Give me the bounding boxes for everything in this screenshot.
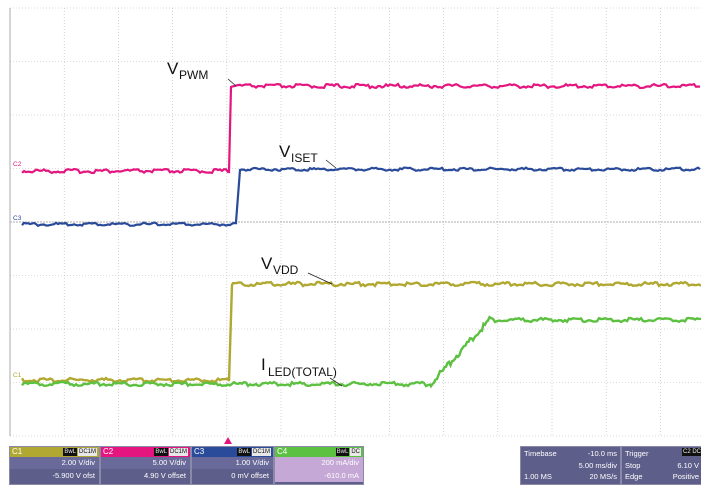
iled-leader [329, 377, 343, 387]
trigger-position-marker [224, 437, 232, 444]
channel-name: C2 [103, 447, 114, 456]
bandwidth-tag: BwL [63, 448, 77, 456]
svg-text:PWM: PWM [179, 68, 208, 82]
coupling-tag: DC1M [77, 448, 97, 456]
timebase-box[interactable]: Timebase -10.0 ms 5.00 ms/div 1.00 MS 20… [520, 446, 621, 485]
viset-trace [21, 166, 701, 228]
svg-text:I: I [261, 355, 266, 374]
channel-c2-box[interactable]: C2 BwL DC1M 5.00 V/div 4.90 V offset [100, 446, 191, 485]
vpwm-leader [227, 78, 237, 87]
channel-c1-box[interactable]: C1 BwL DC1M 2.00 V/div -5.900 V ofst [9, 446, 100, 485]
coupling-tag: DC1M [251, 448, 271, 456]
channel-offset: 4.90 V offset [101, 469, 190, 482]
trigger-label: Trigger [625, 449, 649, 458]
graticule-grid [9, 7, 701, 437]
c2-marker: C2 [13, 161, 22, 168]
vvdd-label: V VDD [261, 254, 299, 277]
svg-text:ISET: ISET [291, 151, 318, 165]
svg-text:V: V [279, 142, 291, 161]
channel-c3-box[interactable]: C3 BwL DC1M 1.00 V/div 0 mV offset [191, 446, 274, 485]
c1-marker: C1 [13, 372, 22, 379]
viset-label: V ISET [279, 142, 318, 165]
vvdd-leader [307, 272, 333, 285]
channel-c4-box[interactable]: C4 BwL DC 200 mA/div -610.0 mA [274, 446, 364, 485]
vpwm-trace [21, 82, 701, 175]
svg-text:V: V [261, 254, 273, 273]
channel-name: C4 [277, 447, 288, 456]
channel-name: C1 [12, 447, 23, 456]
svg-text:V: V [167, 59, 179, 78]
vpwm-label: V PWM [167, 59, 208, 82]
channel-scale: 5.00 V/div [101, 457, 190, 469]
trigger-mode: Stop [625, 461, 641, 470]
timebase-rate: 20 MS/s [589, 472, 617, 481]
trigger-channel-tag: C2 DC [681, 448, 701, 456]
timebase-delay: -10.0 ms [587, 449, 617, 458]
bandwidth-tag: BwL [237, 448, 251, 456]
bandwidth-tag: BwL [154, 448, 168, 456]
c3-marker: C3 [13, 215, 22, 222]
trigger-box[interactable]: Trigger C2 DC Stop 6.10 V Edge Positive [621, 446, 701, 485]
channel-scale: 1.00 V/div [192, 457, 273, 469]
channel-offset: -5.900 V ofst [10, 469, 99, 482]
bandwidth-tag: BwL [335, 448, 350, 456]
channel-offset: 0 mV offset [192, 469, 273, 482]
channel-info-bar: C1 BwL DC1M 2.00 V/div -5.900 V ofst C2 B… [0, 446, 701, 485]
coupling-tag: DC [350, 448, 361, 456]
channel-offset: -610.0 mA [275, 469, 363, 482]
iled-total-trace [21, 315, 701, 389]
trigger-level: 6.10 V [677, 461, 699, 470]
channel-scale: 200 mA/div [275, 457, 363, 469]
coupling-tag: DC1M [168, 448, 188, 456]
waveform-traces [20, 82, 701, 389]
trigger-type: Edge [625, 472, 643, 481]
channel-name: C3 [194, 447, 205, 456]
trigger-slope: Positive [672, 472, 699, 481]
timebase-samples: 1.00 MS [524, 472, 552, 481]
vvdd-trace [20, 280, 701, 384]
iled-total-label: I LED(TOTAL) [261, 355, 337, 379]
oscilloscope-screen: V PWM V ISET V VDD I LED(TOTAL) C2 C3 C1 [9, 7, 701, 437]
waveform-labels: V PWM V ISET V VDD I LED(TOTAL) [167, 59, 343, 387]
channel-scale: 2.00 V/div [10, 457, 99, 469]
svg-text:VDD: VDD [273, 263, 299, 277]
timebase-scale: 5.00 ms/div [578, 461, 617, 470]
channel-markers: C2 C3 C1 [13, 161, 22, 379]
svg-text:LED(TOTAL): LED(TOTAL) [268, 365, 337, 379]
timebase-label: Timebase [524, 449, 557, 458]
viset-leader [325, 159, 337, 169]
